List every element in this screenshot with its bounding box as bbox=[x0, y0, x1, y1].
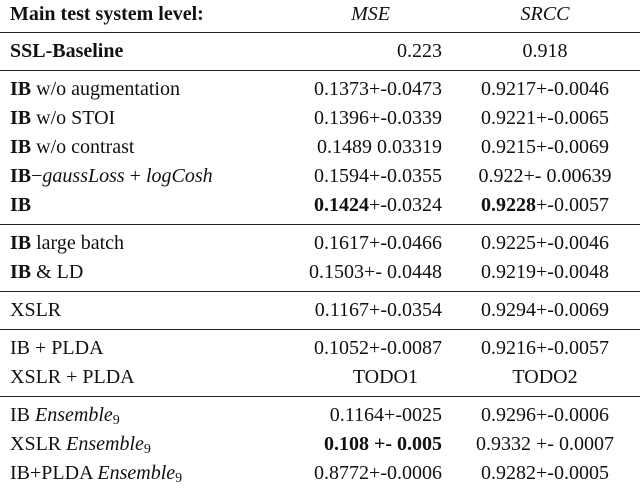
group: IB large batch 0.1617+-0.0466 0.9225+-0.… bbox=[0, 224, 640, 292]
group: IB + PLDA 0.1052+-0.0087 0.9216+-0.0057 … bbox=[0, 329, 640, 397]
srcc: 0.9296+-0.0006 bbox=[481, 404, 609, 426]
mse: 0.1503+- 0.0448 bbox=[309, 261, 442, 283]
mse: 0.108 +- 0.005 bbox=[323, 433, 442, 455]
group: IB Ensemble9 0.1164+-0025 0.9296+-0.0006… bbox=[0, 396, 640, 493]
srcc: 0.9225+-0.0046 bbox=[481, 232, 609, 254]
srcc: 0.9221+-0.0065 bbox=[481, 107, 609, 129]
srcc: 0.9332 +- 0.0007 bbox=[476, 433, 614, 455]
srcc: 0.9294+-0.0069 bbox=[481, 299, 609, 321]
label: IB bbox=[10, 107, 32, 129]
row: SSL-Baseline 0.223 0.918 bbox=[0, 33, 640, 71]
label: IB bbox=[10, 165, 32, 187]
label: gaussLoss bbox=[42, 165, 125, 187]
label: w/o STOI bbox=[31, 107, 116, 129]
row: IB & LD 0.1503+- 0.0448 0.9219+-0.0048 bbox=[0, 258, 640, 292]
label: 9 bbox=[175, 471, 183, 486]
label: IB bbox=[10, 404, 35, 426]
label: 9 bbox=[112, 413, 120, 428]
label: IB+PLDA bbox=[10, 462, 98, 484]
mse: 0.1164+-0025 bbox=[329, 404, 442, 426]
row: IB w/o STOI 0.1396+-0.0339 0.9221+-0.006… bbox=[0, 104, 640, 133]
label: w/o augmentation bbox=[31, 78, 180, 100]
header-row: Main test system level: MSE SRCC bbox=[0, 0, 640, 33]
row: IB large batch 0.1617+-0.0466 0.9225+-0.… bbox=[0, 225, 640, 259]
label: − bbox=[31, 165, 43, 187]
label: XSLR + PLDA bbox=[10, 366, 135, 388]
label: Ensemble bbox=[97, 462, 176, 484]
row: IB 0.1424+-0.0324 0.9228+-0.0057 bbox=[0, 191, 640, 225]
row: IB + PLDA 0.1052+-0.0087 0.9216+-0.0057 bbox=[0, 330, 640, 364]
group: SSL-Baseline 0.223 0.918 bbox=[0, 32, 640, 71]
header-cell: Main test system level: bbox=[10, 3, 204, 25]
label: IB + PLDA bbox=[10, 337, 104, 359]
label: XSLR bbox=[10, 299, 62, 321]
label: SSL-Baseline bbox=[10, 40, 124, 62]
label: 9 bbox=[143, 442, 151, 457]
group: IB w/o augmentation 0.1373+-0.0473 0.921… bbox=[0, 70, 640, 225]
srcc: 0.9228 bbox=[481, 194, 537, 216]
row: IB w/o augmentation 0.1373+-0.0473 0.921… bbox=[0, 71, 640, 105]
label: Ensemble bbox=[35, 404, 113, 426]
mse: TODO1 bbox=[352, 366, 418, 388]
label: + bbox=[124, 165, 146, 187]
row: XSLR + PLDA TODO1 TODO2 bbox=[0, 363, 640, 397]
row: IB−gaussLoss + logCosh 0.1594+-0.0355 0.… bbox=[0, 162, 640, 191]
header-cell: MSE bbox=[351, 3, 390, 25]
row: XSLR Ensemble9 0.108 +- 0.005 0.9332 +- … bbox=[0, 430, 640, 459]
mse: 0.1167+-0.0354 bbox=[314, 299, 442, 321]
srcc: 0.9215+-0.0069 bbox=[481, 136, 609, 158]
srcc: 0.922+- 0.00639 bbox=[478, 165, 612, 187]
label: IB bbox=[10, 232, 32, 254]
mse: 0.1396+-0.0339 bbox=[314, 107, 442, 129]
srcc: 0.918 bbox=[522, 40, 568, 62]
row: IB w/o contrast 0.1489 0.03319 0.9215+-0… bbox=[0, 133, 640, 162]
srcc: TODO2 bbox=[512, 366, 578, 388]
mse: 0.223 bbox=[397, 40, 442, 62]
label: IB bbox=[10, 261, 32, 283]
srcc: 0.9219+-0.0048 bbox=[481, 261, 609, 283]
label: & LD bbox=[31, 261, 84, 283]
row: IB Ensemble9 0.1164+-0025 0.9296+-0.0006 bbox=[0, 397, 640, 431]
label: logCosh bbox=[145, 165, 213, 187]
group: XSLR 0.1167+-0.0354 0.9294+-0.0069 bbox=[0, 291, 640, 330]
label: Ensemble bbox=[66, 433, 144, 455]
srcc: +-0.0057 bbox=[536, 194, 609, 216]
mse: 0.1052+-0.0087 bbox=[314, 337, 442, 359]
label: w/o contrast bbox=[31, 136, 135, 158]
mse: 0.1373+-0.0473 bbox=[314, 78, 442, 100]
mse: 0.1489 0.03319 bbox=[317, 136, 442, 158]
label: IB bbox=[10, 136, 32, 158]
srcc: 0.9282+-0.0005 bbox=[481, 462, 609, 484]
row: XSLR 0.1167+-0.0354 0.9294+-0.0069 bbox=[0, 292, 640, 330]
mse: +-0.0324 bbox=[369, 194, 442, 216]
mse: 0.8772+-0.0006 bbox=[314, 462, 442, 484]
mse: 0.1617+-0.0466 bbox=[314, 232, 442, 254]
srcc: 0.9216+-0.0057 bbox=[481, 337, 609, 359]
label: XSLR bbox=[10, 433, 67, 455]
label: IB bbox=[10, 78, 32, 100]
header-cell: SRCC bbox=[520, 3, 570, 25]
row: IB+PLDA Ensemble9 0.8772+-0.0006 0.9282+… bbox=[0, 459, 640, 492]
mse: 0.1594+-0.0355 bbox=[314, 165, 442, 187]
mse: 0.1424 bbox=[314, 194, 370, 216]
label: large batch bbox=[31, 232, 125, 254]
label: IB bbox=[10, 194, 32, 216]
srcc: 0.9217+-0.0046 bbox=[481, 78, 609, 100]
